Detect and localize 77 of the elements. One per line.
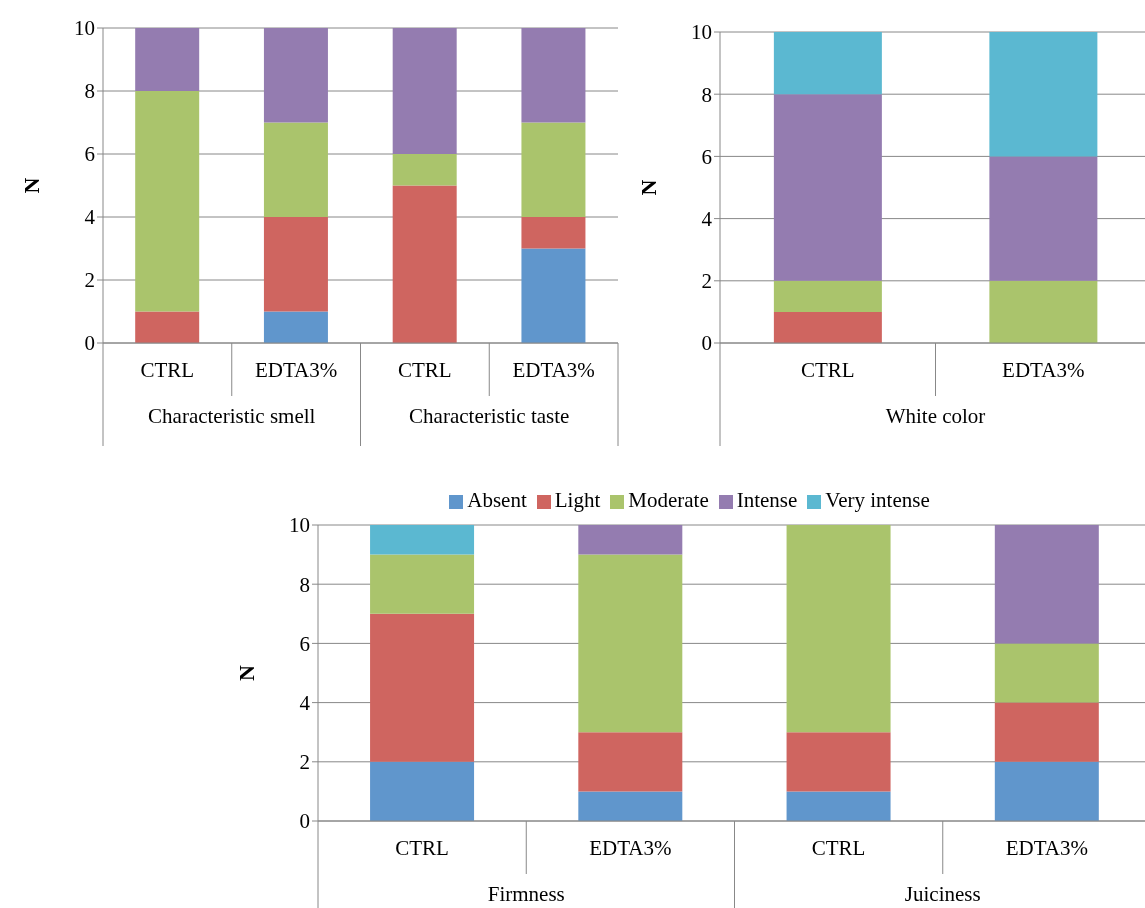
bar bbox=[994, 525, 1099, 644]
bar bbox=[521, 217, 586, 249]
text: White color bbox=[885, 404, 986, 428]
x-tick-label: EDTA3% bbox=[512, 358, 595, 382]
bar bbox=[370, 554, 475, 614]
bar bbox=[370, 525, 475, 555]
bar bbox=[994, 761, 1099, 821]
bar bbox=[135, 91, 200, 312]
text: Characteristic smell bbox=[148, 404, 316, 428]
x-tick-label: EDTA3% bbox=[254, 358, 338, 382]
bar bbox=[392, 28, 457, 154]
bar bbox=[135, 311, 200, 343]
y-tick-label: 0 bbox=[84, 331, 95, 356]
bar bbox=[994, 643, 1099, 703]
y-tick-label: 10 bbox=[691, 20, 712, 45]
legend-label: Moderate bbox=[628, 488, 709, 512]
bar bbox=[578, 732, 683, 792]
y-tick-label: 10 bbox=[289, 513, 310, 538]
bar bbox=[994, 702, 1099, 762]
bar bbox=[773, 311, 882, 343]
bar bbox=[521, 122, 586, 217]
y-tick-label: 4 bbox=[701, 207, 713, 232]
text: Firmness bbox=[487, 882, 565, 906]
y-tick-label: 10 bbox=[74, 16, 95, 41]
text: Juiciness bbox=[904, 882, 981, 906]
x-tick-label: CTRL bbox=[800, 358, 855, 382]
y-tick-label: 2 bbox=[701, 269, 712, 294]
y-axis-title: N bbox=[233, 664, 259, 681]
legend-label: Light bbox=[554, 488, 601, 512]
y-tick-label: 0 bbox=[701, 331, 712, 356]
x-tick-label: CTRL bbox=[811, 836, 866, 860]
y-axis-title: N bbox=[635, 179, 661, 196]
bar bbox=[773, 32, 882, 95]
y-tick-label: 8 bbox=[84, 79, 95, 104]
bar bbox=[989, 280, 1098, 343]
legend-label: Intense bbox=[736, 488, 798, 512]
bar bbox=[521, 248, 586, 343]
y-tick-label: 6 bbox=[84, 142, 95, 167]
bar bbox=[989, 156, 1098, 281]
bar bbox=[263, 28, 328, 123]
bar bbox=[135, 28, 200, 91]
bar bbox=[263, 122, 328, 217]
y-tick-label: 4 bbox=[84, 205, 96, 230]
y-tick-label: 6 bbox=[299, 631, 310, 656]
bar bbox=[773, 94, 882, 281]
bar bbox=[370, 613, 475, 762]
bar bbox=[773, 280, 882, 312]
bar bbox=[392, 185, 457, 343]
bar bbox=[786, 732, 891, 792]
legend-label: Very intense bbox=[825, 488, 930, 512]
y-tick-label: 8 bbox=[701, 82, 712, 107]
bar bbox=[578, 791, 683, 821]
bar bbox=[263, 217, 328, 312]
y-tick-label: 2 bbox=[84, 268, 95, 293]
bar bbox=[521, 28, 586, 123]
bar bbox=[786, 791, 891, 821]
x-tick-label: CTRL bbox=[140, 358, 195, 382]
x-tick-label: EDTA3% bbox=[1002, 358, 1085, 382]
bar bbox=[578, 525, 683, 555]
y-axis-title: N bbox=[18, 177, 44, 194]
bar bbox=[786, 525, 891, 733]
y-tick-label: 4 bbox=[299, 691, 311, 716]
bar bbox=[989, 32, 1098, 157]
bar bbox=[392, 154, 457, 186]
x-tick-label: CTRL bbox=[398, 358, 452, 382]
y-tick-label: 0 bbox=[299, 809, 310, 834]
bar bbox=[263, 311, 328, 343]
y-tick-label: 8 bbox=[299, 572, 310, 597]
x-tick-label: EDTA3% bbox=[1005, 836, 1089, 860]
bar bbox=[578, 554, 683, 733]
bar bbox=[370, 761, 475, 821]
x-tick-label: CTRL bbox=[395, 836, 449, 860]
text: Characteristic taste bbox=[409, 404, 570, 428]
x-tick-label: EDTA3% bbox=[589, 836, 672, 860]
y-tick-label: 6 bbox=[701, 144, 712, 169]
y-tick-label: 2 bbox=[299, 750, 310, 775]
legend-label: Absent bbox=[467, 488, 527, 512]
